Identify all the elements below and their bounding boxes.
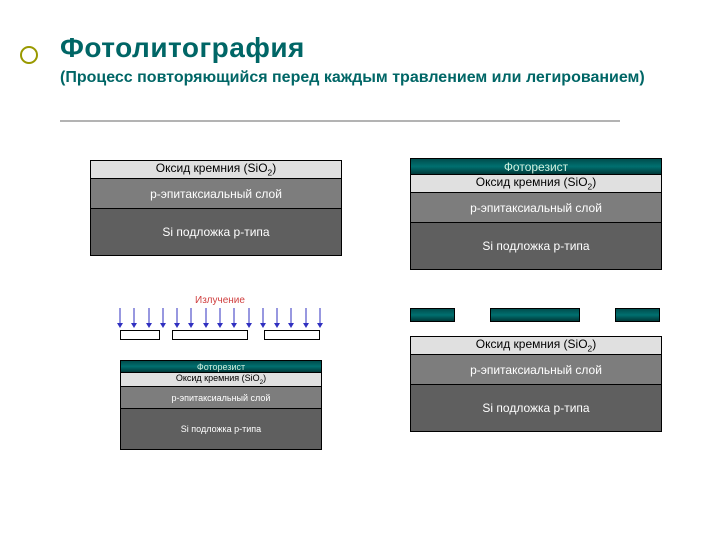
layer-substrate: Si подложка p-типа <box>411 385 661 431</box>
layer-photoresist: Фоторезист <box>121 361 321 373</box>
slide-title: Фотолитография <box>60 32 305 64</box>
title-underline <box>60 120 620 122</box>
photoresist-segment <box>410 308 455 322</box>
layer-substrate: Si подложка p-типа <box>121 409 321 449</box>
layer-sio2: Оксид кремния (SiO2) <box>411 175 661 193</box>
sio2-label: Оксид кремния (SiO2) <box>476 175 596 191</box>
layer-substrate: Si подложка p-типа <box>91 209 341 255</box>
slide: Фотолитография (Процесс повторяющийся пе… <box>0 0 720 540</box>
slide-subtitle: (Процесс повторяющийся перед каждым трав… <box>60 68 660 88</box>
layer-epitaxial: p-эпитаксиальный слой <box>411 193 661 223</box>
layer-substrate: Si подложка p-типа <box>411 223 661 269</box>
sio2-label: Оксид кремния (SiO2) <box>176 373 266 386</box>
radiation-label: Излучение <box>195 295 245 306</box>
mask-segment <box>172 330 248 340</box>
layer-photoresist: Фоторезист <box>411 159 661 175</box>
layer-sio2: Оксид кремния (SiO2) <box>411 337 661 355</box>
wafer-stack-1: Оксид кремния (SiO2) p-эпитаксиальный сл… <box>90 160 342 256</box>
wafer-stack-4: Оксид кремния (SiO2) p-эпитаксиальный сл… <box>410 336 662 432</box>
layer-sio2: Оксид кремния (SiO2) <box>91 161 341 179</box>
mask-segment <box>264 330 320 340</box>
layer-epitaxial: p-эпитаксиальный слой <box>121 387 321 409</box>
sio2-label: Оксид кремния (SiO2) <box>476 337 596 353</box>
wafer-stack-2: Фоторезист Оксид кремния (SiO2) p-эпитак… <box>410 158 662 270</box>
photoresist-segment <box>615 308 660 322</box>
photoresist-segment <box>490 308 580 322</box>
layer-epitaxial: p-эпитаксиальный слой <box>411 355 661 385</box>
layer-sio2: Оксид кремния (SiO2) <box>121 373 321 387</box>
sio2-label: Оксид кремния (SiO2) <box>156 161 276 177</box>
wafer-stack-3: Фоторезист Оксид кремния (SiO2) p-эпитак… <box>120 360 322 450</box>
bullet-decoration <box>20 46 38 64</box>
layer-epitaxial: p-эпитаксиальный слой <box>91 179 341 209</box>
mask-segment <box>120 330 160 340</box>
